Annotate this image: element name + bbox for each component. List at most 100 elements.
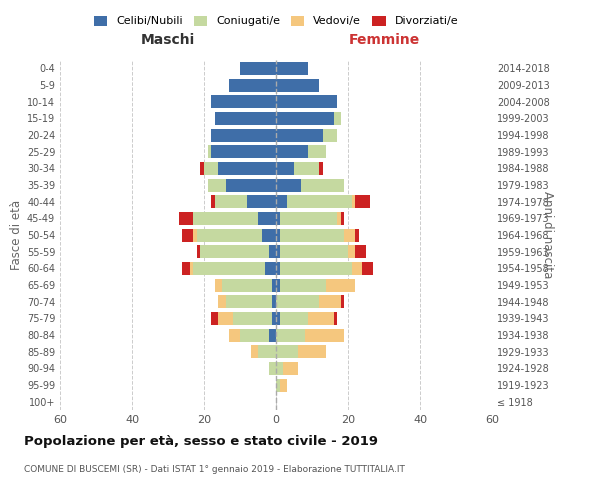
Bar — [272, 312, 276, 325]
Bar — [200, 162, 204, 175]
Bar — [226, 178, 276, 192]
Text: Popolazione per età, sesso e stato civile - 2019: Popolazione per età, sesso e stato civil… — [24, 435, 378, 448]
Bar — [193, 228, 197, 241]
Bar — [334, 112, 341, 125]
Bar — [211, 128, 276, 141]
Bar — [247, 195, 276, 208]
Bar — [226, 295, 272, 308]
Bar — [337, 212, 341, 225]
Bar — [276, 112, 334, 125]
Bar — [182, 228, 193, 241]
Bar — [276, 195, 287, 208]
Bar — [276, 378, 280, 392]
Bar — [280, 212, 337, 225]
Bar — [182, 262, 190, 275]
Bar — [276, 162, 294, 175]
Bar — [308, 145, 326, 158]
Bar — [197, 228, 262, 241]
Bar — [280, 228, 344, 241]
Bar — [200, 245, 269, 258]
Bar — [319, 162, 323, 175]
Text: COMUNE DI BUSCEMI (SR) - Dati ISTAT 1° gennaio 2019 - Elaborazione TUTTITALIA.IT: COMUNE DI BUSCEMI (SR) - Dati ISTAT 1° g… — [24, 465, 405, 474]
Bar — [211, 145, 276, 158]
Bar — [190, 262, 193, 275]
Bar — [258, 345, 276, 358]
Bar — [301, 178, 344, 192]
Bar — [204, 162, 218, 175]
Bar — [362, 262, 373, 275]
Bar — [222, 278, 272, 291]
Bar — [294, 162, 319, 175]
Bar — [276, 128, 323, 141]
Bar — [276, 62, 308, 75]
Bar — [251, 345, 258, 358]
Bar — [276, 278, 280, 291]
Bar — [276, 228, 280, 241]
Bar — [280, 278, 326, 291]
Bar — [298, 345, 326, 358]
Bar — [276, 212, 280, 225]
Bar — [197, 245, 200, 258]
Bar — [258, 212, 276, 225]
Bar — [269, 362, 276, 375]
Bar — [265, 262, 276, 275]
Bar — [280, 245, 348, 258]
Bar — [276, 362, 283, 375]
Bar — [276, 262, 280, 275]
Y-axis label: Fasce di età: Fasce di età — [10, 200, 23, 270]
Bar — [229, 78, 276, 92]
Bar — [208, 145, 211, 158]
Bar — [218, 295, 226, 308]
Bar — [276, 295, 319, 308]
Bar — [269, 245, 276, 258]
Bar — [272, 295, 276, 308]
Bar — [352, 262, 362, 275]
Bar — [276, 345, 298, 358]
Bar — [276, 245, 280, 258]
Bar — [211, 195, 215, 208]
Bar — [276, 145, 308, 158]
Bar — [218, 312, 233, 325]
Y-axis label: Anni di nascita: Anni di nascita — [541, 192, 554, 278]
Bar — [211, 95, 276, 108]
Bar — [229, 328, 240, 342]
Bar — [208, 178, 226, 192]
Bar — [276, 95, 337, 108]
Bar — [355, 228, 359, 241]
Bar — [179, 212, 193, 225]
Bar — [240, 328, 269, 342]
Bar — [323, 128, 337, 141]
Bar — [215, 112, 276, 125]
Text: Femmine: Femmine — [349, 32, 419, 46]
Text: Maschi: Maschi — [141, 32, 195, 46]
Bar — [344, 228, 355, 241]
Bar — [319, 295, 341, 308]
Bar — [215, 278, 222, 291]
Bar — [276, 78, 319, 92]
Legend: Celibi/Nubili, Coniugati/e, Vedovi/e, Divorziati/e: Celibi/Nubili, Coniugati/e, Vedovi/e, Di… — [94, 16, 458, 26]
Bar — [193, 262, 265, 275]
Bar — [276, 178, 301, 192]
Bar — [280, 378, 287, 392]
Bar — [305, 328, 344, 342]
Bar — [355, 195, 370, 208]
Bar — [352, 195, 355, 208]
Bar — [348, 245, 355, 258]
Bar — [355, 245, 366, 258]
Bar — [280, 262, 352, 275]
Bar — [283, 362, 298, 375]
Bar — [308, 312, 334, 325]
Bar — [276, 312, 280, 325]
Bar — [280, 312, 308, 325]
Bar — [341, 212, 344, 225]
Bar — [193, 212, 258, 225]
Bar — [233, 312, 272, 325]
Bar — [276, 328, 305, 342]
Bar — [218, 162, 276, 175]
Bar — [326, 278, 355, 291]
Bar — [269, 328, 276, 342]
Bar — [272, 278, 276, 291]
Bar — [215, 195, 247, 208]
Bar — [287, 195, 352, 208]
Bar — [334, 312, 337, 325]
